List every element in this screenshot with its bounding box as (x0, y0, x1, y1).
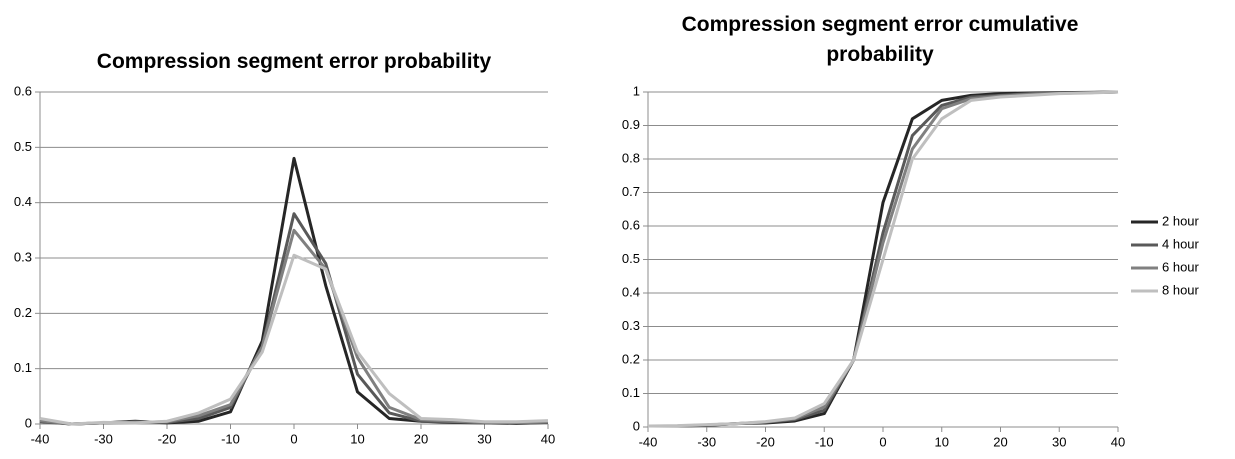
x-tick-label: 30 (1052, 434, 1066, 449)
x-tick-label: 10 (935, 434, 949, 449)
y-tick-label: 1 (633, 83, 640, 98)
x-tick-label: -30 (697, 434, 716, 449)
y-tick-label: 0.1 (622, 385, 640, 400)
y-tick-label: 0.1 (14, 360, 32, 375)
y-tick-label: 0.4 (14, 194, 32, 209)
x-tick-label: -20 (158, 431, 177, 446)
y-tick-label: 0.2 (622, 351, 640, 366)
x-tick-label: -40 (639, 434, 658, 449)
y-tick-label: 0 (25, 415, 32, 430)
series-line (39, 253, 549, 426)
series-line (647, 90, 1119, 428)
x-tick-label: -10 (815, 434, 834, 449)
y-tick-label: 0.6 (622, 217, 640, 232)
x-tick-label: 10 (350, 431, 364, 446)
x-tick-label: -10 (221, 431, 240, 446)
series-line (39, 156, 549, 426)
x-tick-label: 40 (1111, 434, 1125, 449)
x-tick-label: 0 (879, 434, 886, 449)
y-tick-label: 0.3 (622, 318, 640, 333)
y-tick-label: 0.9 (622, 117, 640, 132)
x-tick-label: 30 (477, 431, 491, 446)
y-tick-label: 0.2 (14, 305, 32, 320)
series-line (39, 212, 549, 426)
legend-label: 8 hour (1162, 282, 1200, 297)
x-tick-label: -30 (94, 431, 113, 446)
chart-title: Compression segment error cumulative pro… (681, 13, 1079, 66)
x-tick-label: 0 (290, 431, 297, 446)
legend-label: 6 hour (1162, 259, 1200, 274)
x-tick-label: -40 (31, 431, 50, 446)
y-tick-label: 0.6 (14, 83, 32, 98)
y-tick-label: 0.4 (622, 284, 640, 299)
legend-label: 4 hour (1162, 236, 1200, 251)
legend-label: 2 hour (1162, 213, 1200, 228)
y-tick-label: 0.5 (622, 251, 640, 266)
x-tick-label: 20 (414, 431, 428, 446)
x-tick-label: 40 (541, 431, 555, 446)
y-tick-label: 0 (633, 418, 640, 433)
x-tick-label: -20 (756, 434, 775, 449)
x-tick-label: 20 (993, 434, 1007, 449)
chart-title: Compression segment error probability (96, 50, 492, 73)
y-tick-label: 0.5 (14, 139, 32, 154)
y-tick-label: 0.3 (14, 249, 32, 264)
y-tick-label: 0.7 (622, 184, 640, 199)
y-tick-label: 0.8 (622, 150, 640, 165)
